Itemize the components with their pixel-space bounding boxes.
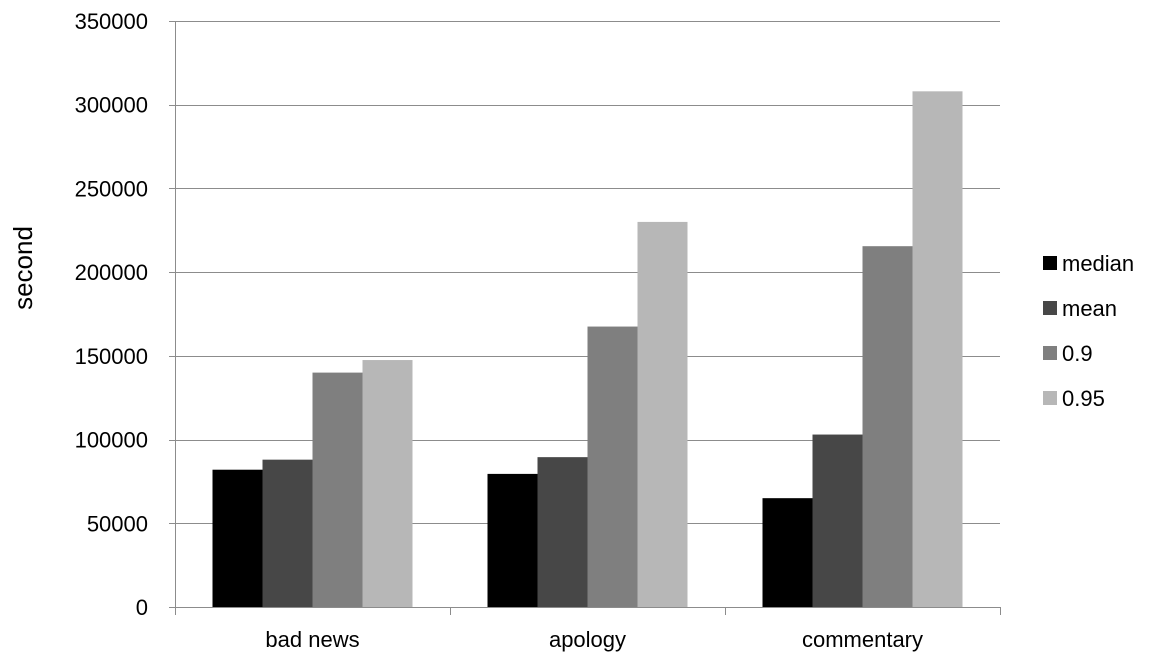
y-tick-label: 0 — [136, 595, 148, 620]
legend-swatch — [1043, 391, 1057, 405]
bar-mean-apology — [537, 457, 588, 607]
legend-label: 0.95 — [1062, 386, 1105, 411]
bar-median-commentary — [762, 498, 813, 607]
legend-label: mean — [1062, 296, 1117, 321]
y-tick-label: 150000 — [75, 344, 148, 369]
x-tick-label: bad news — [265, 627, 359, 652]
bar-median-bad-news — [212, 469, 263, 607]
bar-mean-commentary — [812, 434, 863, 607]
y-axis-title: second — [8, 226, 38, 310]
y-tick-label: 300000 — [75, 93, 148, 118]
bar-0-9-apology — [587, 326, 638, 607]
legend-swatch — [1043, 301, 1057, 315]
x-tick-label: commentary — [802, 627, 923, 652]
y-tick-label: 50000 — [87, 511, 148, 536]
y-tick-labels: 0 50000 100000 150000 200000 250000 300000 3500… — [75, 9, 148, 620]
x-tick-label: apology — [549, 627, 626, 652]
bar-0-95-commentary — [912, 91, 963, 607]
bar-0-95-apology — [637, 221, 688, 607]
bar-0-9-bad-news — [312, 372, 363, 607]
axes — [169, 21, 1001, 615]
bar-0-95-bad-news — [362, 360, 413, 607]
legend-label: median — [1062, 251, 1134, 276]
legend-swatch — [1043, 346, 1057, 360]
bar-median-apology — [487, 473, 538, 607]
legend: median mean 0.9 0.95 — [1043, 251, 1134, 411]
y-tick-label: 200000 — [75, 260, 148, 285]
y-tick-label: 350000 — [75, 9, 148, 34]
y-tick-label: 100000 — [75, 428, 148, 453]
x-tick-labels: bad news apology commentary — [265, 627, 923, 652]
bars — [212, 91, 963, 608]
bar-0-9-commentary — [862, 246, 913, 608]
y-tick-label: 250000 — [75, 176, 148, 201]
legend-label: 0.9 — [1062, 341, 1093, 366]
bar-mean-bad-news — [262, 459, 313, 607]
legend-swatch — [1043, 256, 1057, 270]
